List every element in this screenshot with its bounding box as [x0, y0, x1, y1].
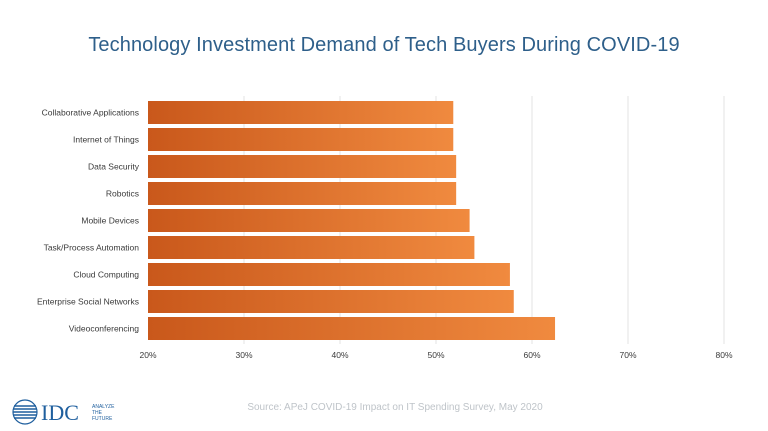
- x-tick-label: 40%: [331, 350, 348, 360]
- x-tick-label: 20%: [139, 350, 156, 360]
- logo-tagline-line-3: FUTURE: [92, 416, 113, 422]
- bar: [148, 290, 514, 313]
- bar: [148, 263, 510, 286]
- bar: [148, 182, 457, 205]
- category-label: Task/Process Automation: [44, 243, 140, 253]
- x-tick-label: 70%: [619, 350, 636, 360]
- chart-title: Technology Investment Demand of Tech Buy…: [88, 34, 680, 56]
- source-note: Source: APeJ COVID-19 Impact on IT Spend…: [247, 402, 543, 413]
- logo-wordmark: IDC: [41, 400, 79, 425]
- x-tick-label: 30%: [235, 350, 252, 360]
- x-tick-label: 60%: [523, 350, 540, 360]
- idc-logo: IDC ANALYZE THE FUTURE: [12, 399, 115, 425]
- category-label: Collaborative Applications: [42, 108, 139, 118]
- category-label: Robotics: [106, 189, 139, 199]
- x-tick-label: 50%: [427, 350, 444, 360]
- globe-icon: [12, 399, 38, 425]
- bar: [148, 155, 457, 178]
- x-tick-label: 80%: [715, 350, 732, 360]
- bar: [148, 236, 475, 259]
- bar: [148, 209, 470, 232]
- bar: [148, 128, 454, 151]
- logo-tagline-line-1: ANALYZE: [92, 404, 115, 410]
- category-label: Videoconferencing: [69, 324, 140, 334]
- bar: [148, 101, 454, 124]
- category-label: Enterprise Social Networks: [37, 297, 139, 307]
- category-label: Data Security: [88, 162, 140, 172]
- category-label: Mobile Devices: [81, 216, 139, 226]
- category-label: Internet of Things: [73, 135, 139, 145]
- bar: [148, 317, 556, 340]
- category-label: Cloud Computing: [73, 270, 139, 280]
- logo-tagline-line-2: THE: [92, 410, 103, 416]
